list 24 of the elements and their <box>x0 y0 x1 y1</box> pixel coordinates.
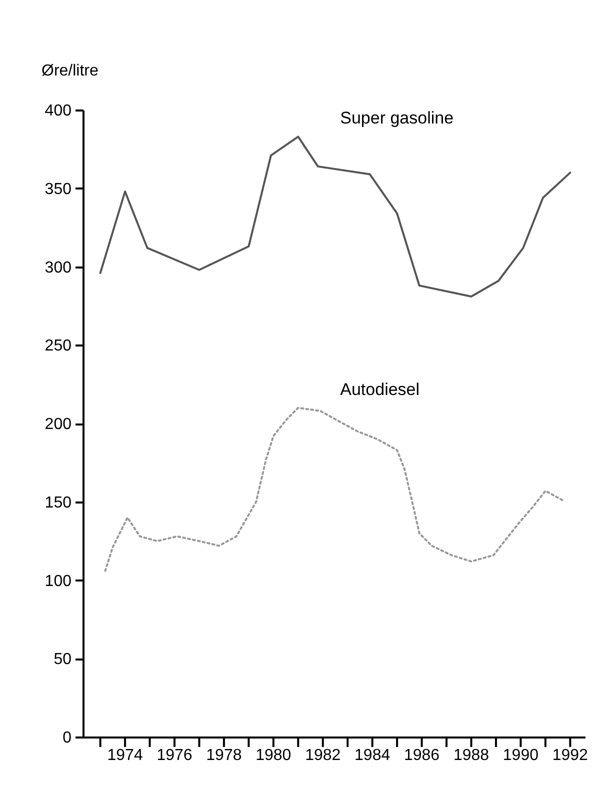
x-tick-label: 1986 <box>404 747 440 764</box>
x-tick-label: 1978 <box>206 747 242 764</box>
y-tick-label: 300 <box>44 259 72 276</box>
x-tick-label: 1982 <box>305 747 341 764</box>
y-tick-label: 50 <box>54 651 72 668</box>
y-tick-label: 100 <box>44 572 72 590</box>
line-series <box>99 136 572 298</box>
y-tick-label: 150 <box>44 494 72 512</box>
y-tick-label: 350 <box>44 180 72 198</box>
y-tick-label: 0 <box>62 730 72 746</box>
y-axis-title: Øre/litre <box>42 62 98 80</box>
x-tick-label: 1988 <box>453 747 490 764</box>
series-label: Autodiesel <box>340 380 420 399</box>
x-tick-label: 1980 <box>256 747 292 764</box>
x-tick-label: 1990 <box>502 747 539 764</box>
y-tick-label: 400 <box>44 102 72 120</box>
text: Super gasoline <box>340 108 454 128</box>
x-tick-label: 1976 <box>156 747 192 764</box>
x-tick-label: 1992 <box>552 747 588 764</box>
y-tick-label: 200 <box>44 416 72 433</box>
x-tick-label: 1984 <box>354 747 390 764</box>
y-tick-label: 250 <box>44 338 72 355</box>
line-series <box>104 406 564 572</box>
x-tick-label: 1974 <box>107 747 143 764</box>
